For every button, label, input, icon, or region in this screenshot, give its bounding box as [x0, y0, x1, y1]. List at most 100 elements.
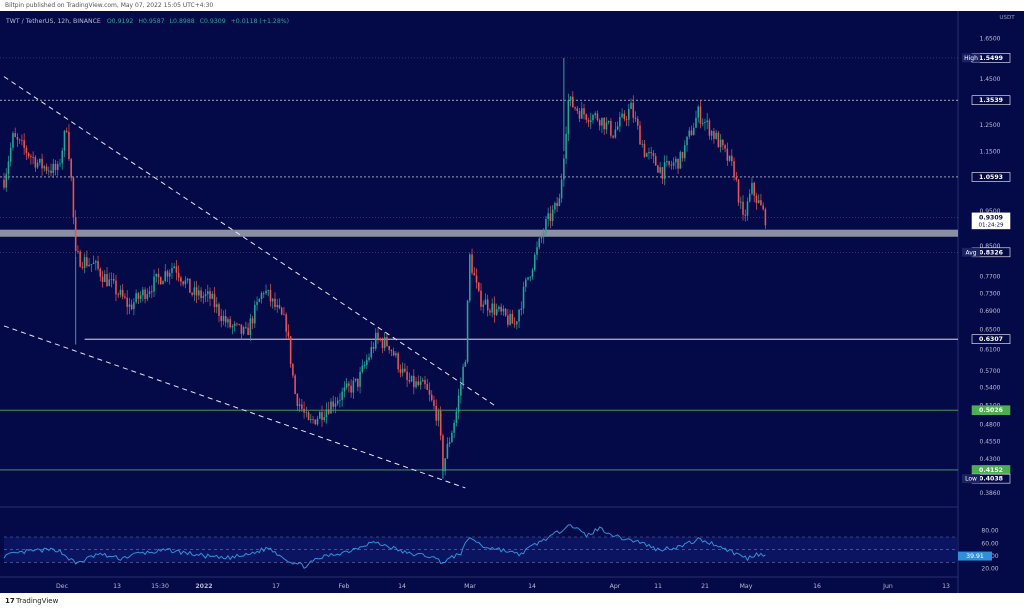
price-tag-label: Low: [965, 476, 977, 483]
candle-body: [498, 306, 500, 310]
price-tag-value: 1.0593: [979, 174, 1003, 181]
candle-body: [628, 109, 630, 120]
candle-body: [180, 277, 182, 282]
candle-body: [189, 278, 191, 293]
candle-body: [760, 200, 762, 206]
candle-body: [182, 281, 184, 285]
candle-body: [439, 410, 442, 436]
price-tag-label: High: [964, 55, 978, 62]
chart-frame[interactable]: TWT / TetherUS, 12h, BINANCE O0.9192 H0.…: [0, 11, 1024, 593]
candle-body: [708, 120, 711, 136]
candle-body: [670, 164, 673, 166]
candle-body: [377, 332, 379, 339]
candle-body: [155, 273, 158, 277]
candle-body: [520, 308, 523, 310]
candle-body: [227, 319, 229, 323]
candle-body: [334, 403, 337, 407]
candle-body: [675, 158, 677, 163]
candle-body: [200, 290, 202, 298]
x-tick-label: 14: [528, 583, 536, 590]
candle-body: [563, 158, 565, 180]
candle-body: [231, 325, 234, 328]
candle-body: [166, 271, 169, 277]
countdown-label: 01:24:29: [978, 222, 1004, 228]
candle-body: [657, 165, 659, 173]
candle-body: [359, 371, 361, 387]
candle-body: [469, 254, 471, 301]
candle-body: [634, 117, 637, 119]
candle-body: [576, 108, 579, 112]
candle-body: [249, 318, 252, 335]
candle-body: [648, 151, 650, 154]
candle-body: [424, 380, 426, 385]
candle-body: [614, 129, 617, 138]
price-tag-label: Avg: [965, 249, 976, 256]
candle-body: [466, 300, 469, 362]
footer-brand[interactable]: TradingView: [16, 597, 59, 605]
candle-body: [204, 294, 207, 297]
candle-body: [460, 383, 462, 396]
candle-body: [186, 278, 189, 281]
candle-body: [126, 297, 128, 307]
candle-body: [677, 158, 679, 169]
candle-body: [533, 254, 536, 270]
candle-body: [339, 399, 341, 401]
candle-body: [14, 133, 16, 137]
candle-body: [41, 158, 43, 169]
y-tick-label: 1.6500: [980, 35, 1001, 42]
candle-body: [83, 257, 86, 268]
candle-body: [316, 418, 319, 425]
candle-body: [135, 293, 137, 303]
candle-body: [265, 290, 267, 294]
candle-body: [722, 139, 724, 146]
candle-body: [108, 279, 111, 287]
x-tick-label: May: [740, 583, 753, 590]
candle-body: [688, 130, 691, 137]
candle-body: [254, 304, 256, 324]
y-tick-label: 0.4800: [980, 422, 1001, 429]
candle-body: [589, 120, 592, 122]
candle-body: [701, 123, 704, 124]
legend-high: H0.9587: [138, 18, 164, 25]
candle-body: [173, 266, 175, 269]
candle-body: [531, 269, 534, 277]
candle-body: [318, 411, 321, 419]
candle-body: [218, 304, 220, 316]
candle-body: [325, 409, 328, 418]
candle-body: [215, 304, 218, 308]
candle-body: [294, 375, 296, 394]
candle-body: [27, 153, 30, 157]
candle-body: [565, 133, 567, 159]
candle-body: [410, 375, 413, 382]
candle-body: [540, 236, 543, 239]
candle-body: [256, 301, 258, 305]
candle-body: [713, 131, 715, 139]
candle-body: [737, 179, 740, 203]
candle-body: [509, 313, 511, 325]
candle-body: [92, 262, 95, 264]
candle-body: [363, 365, 366, 366]
candle-body: [679, 152, 682, 169]
candle-body: [343, 387, 346, 392]
candle-body: [477, 282, 480, 291]
candle-body: [748, 193, 751, 202]
candle-body: [269, 290, 272, 302]
candle-body: [193, 287, 196, 295]
candle-body: [482, 304, 485, 307]
candle-body: [569, 96, 572, 101]
candle-body: [641, 143, 644, 145]
legend-close: C0.9309: [200, 18, 226, 25]
candle-body: [213, 293, 216, 308]
candle-body: [56, 164, 59, 170]
chart-svg[interactable]: TWT / TetherUS, 12h, BINANCE O0.9192 H0.…: [0, 11, 1024, 593]
y-tick-label: 0.6100: [980, 347, 1001, 354]
price-tag-value: 0.4038: [979, 476, 1003, 483]
candle-body: [612, 135, 614, 138]
candle-body: [370, 346, 373, 358]
candle-body: [395, 353, 397, 356]
price-tag-box: [971, 212, 1011, 230]
candle-body: [327, 409, 330, 414]
candle-body: [744, 214, 747, 216]
price-tag-box: [971, 95, 1011, 106]
candle-body: [560, 179, 563, 199]
